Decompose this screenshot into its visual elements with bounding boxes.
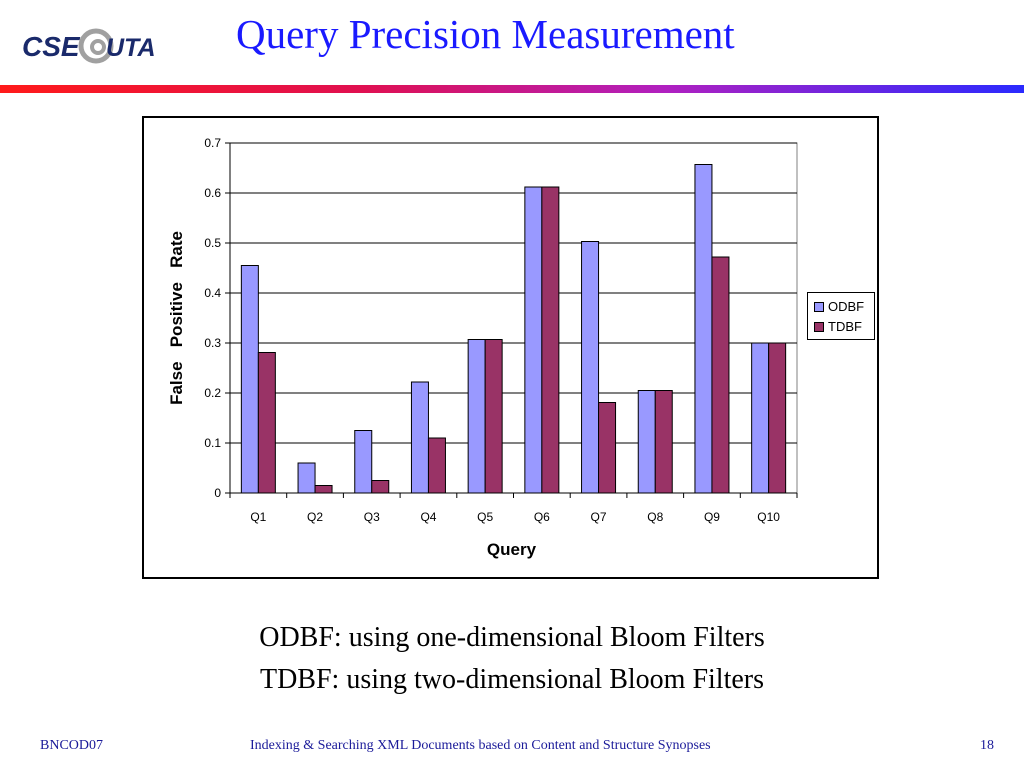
bar-tdbf-q7 — [598, 402, 617, 494]
y-tick-label: 0 — [214, 486, 221, 500]
y-axis-title: False Positive Rate — [167, 231, 186, 405]
bar-odbf-q3 — [354, 430, 373, 494]
bar-tdbf-q9 — [711, 256, 730, 494]
footer-conference: BNCOD07 — [40, 738, 104, 753]
footer-title: Indexing & Searching XML Documents based… — [250, 738, 711, 753]
bar-odbf-q6 — [524, 186, 543, 494]
bar-tdbf-q2 — [314, 485, 333, 494]
x-axis-title: Query — [487, 540, 537, 559]
svg-text:CSE: CSE — [22, 31, 81, 62]
x-tick-label: Q7 — [591, 510, 607, 524]
x-tick-label: Q10 — [757, 510, 780, 524]
x-tick-label: Q5 — [477, 510, 493, 524]
svg-text:UTA: UTA — [106, 34, 156, 62]
legend-label-tdbf: TDBF — [828, 319, 862, 334]
y-tick-label: 0.2 — [204, 386, 221, 400]
bar-odbf-q8 — [637, 390, 656, 494]
x-tick-label: Q6 — [534, 510, 550, 524]
y-tick-label: 0.4 — [204, 286, 221, 300]
bar-tdbf-q5 — [484, 339, 503, 494]
caption-tdbf: TDBF: using two-dimensional Bloom Filter… — [259, 664, 764, 695]
x-tick-label: Q4 — [420, 510, 436, 524]
bar-tdbf-q4 — [427, 437, 446, 494]
legend-item-odbf: ODBF — [814, 299, 864, 314]
legend-label-odbf: ODBF — [828, 299, 865, 314]
bar-odbf-q7 — [581, 241, 600, 494]
x-tick-label: Q3 — [364, 510, 380, 524]
legend-item-tdbf: TDBF — [814, 319, 862, 334]
y-tick-label: 0.6 — [204, 186, 221, 200]
bar-odbf-q9 — [694, 164, 713, 494]
bar-tdbf-q10 — [768, 342, 787, 494]
bar-odbf-q4 — [410, 381, 429, 494]
bar-odbf-q2 — [297, 462, 316, 494]
caption-odbf: ODBF: using one-dimensional Bloom Filter… — [259, 622, 765, 653]
title-divider — [0, 85, 1024, 93]
bar-chart: 0 0.1 0.2 0.3 0.4 0.5 0.6 0.7 Q1 Q2 Q3 Q4 Q5 Q6 Q7 Q8 Q9… — [142, 116, 879, 579]
bar-odbf-q5 — [467, 339, 486, 494]
x-tick-label: Q9 — [704, 510, 720, 524]
chart-canvas: 0 0.1 0.2 0.3 0.4 0.5 0.6 0.7 Q1 Q2 Q3 Q4 Q5 Q6 Q7 Q8 Q9… — [167, 136, 798, 559]
x-tick-label: Q1 — [250, 510, 266, 524]
cse-uta-logo: CSE UTA — [22, 22, 162, 68]
bar-tdbf-q3 — [371, 480, 390, 494]
y-tick-label: 0.7 — [204, 136, 221, 150]
bar-odbf-q1 — [240, 265, 259, 494]
legend-swatch-tdbf — [814, 321, 824, 332]
x-tick-label: Q8 — [647, 510, 663, 524]
y-tick-label: 0.3 — [204, 336, 221, 350]
bar-odbf-q10 — [751, 342, 770, 494]
bar-tdbf-q8 — [654, 390, 673, 494]
legend-swatch-odbf — [814, 301, 824, 312]
chart-legend: ODBF TDBF — [807, 292, 875, 340]
y-tick-label: 0.1 — [204, 436, 221, 450]
bar-tdbf-q6 — [541, 186, 560, 494]
y-tick-label: 0.5 — [204, 236, 221, 250]
x-tick-label: Q2 — [307, 510, 323, 524]
bar-tdbf-q1 — [257, 352, 276, 494]
slide-title: Query Precision Measurement — [236, 11, 735, 57]
footer-page-number: 18 — [980, 738, 994, 753]
